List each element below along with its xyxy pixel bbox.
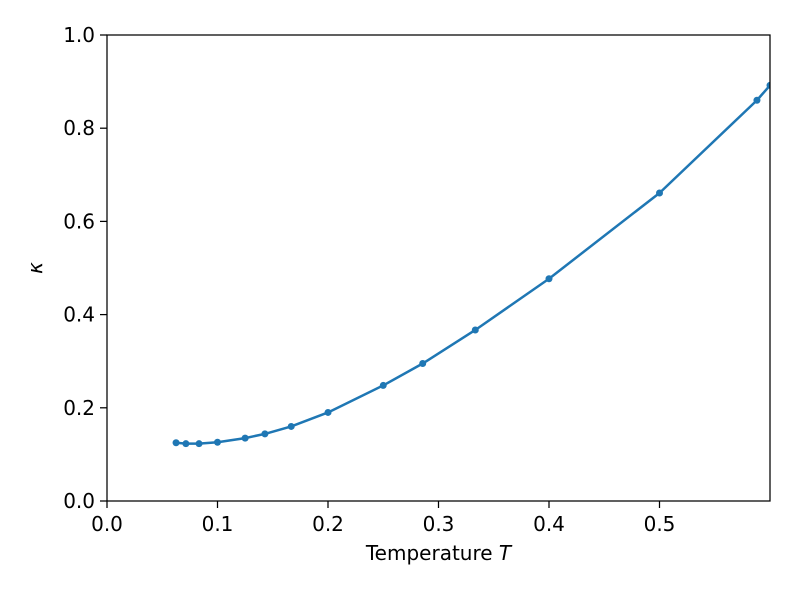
data-point [214, 438, 221, 446]
y-axis-title: κ [23, 262, 47, 274]
y-tick-label: 0.2 [63, 396, 95, 420]
data-point [766, 81, 770, 89]
data-point [182, 440, 190, 448]
data-point [195, 440, 203, 448]
y-tick-label: 1.0 [63, 23, 95, 47]
y-tick-label: 0.4 [63, 303, 95, 327]
plot-frame [106, 34, 771, 502]
data-point [545, 275, 553, 283]
x-axis-title-text: Temperature [365, 541, 499, 565]
y-tick-label: 0.0 [63, 489, 95, 513]
x-tick-label: 0.0 [91, 512, 123, 536]
data-point [419, 360, 427, 368]
y-tick-label: 0.6 [63, 209, 95, 233]
x-tick-label: 0.3 [423, 512, 455, 536]
data-point [241, 434, 249, 442]
data-point [287, 422, 295, 430]
x-tick-label: 0.2 [312, 512, 344, 536]
plot-layer [172, 81, 770, 448]
data-point [656, 189, 663, 197]
data-point [172, 439, 180, 447]
data-point [324, 408, 332, 416]
y-axis-ticks: 0.0 0.2 0.4 0.6 0.8 1.0 [63, 23, 107, 513]
series-line [175, 84, 770, 445]
data-point [753, 96, 761, 104]
x-axis-title: Temperature T [365, 541, 513, 565]
x-tick-label: 0.1 [202, 512, 234, 536]
data-point [471, 326, 479, 334]
x-axis-ticks: 0.0 0.1 0.2 0.3 0.4 0.5 [91, 501, 675, 536]
data-point [379, 381, 387, 389]
x-axis-title-symbol: T [499, 541, 513, 565]
x-tick-label: 0.5 [644, 512, 676, 536]
y-tick-label: 0.8 [63, 116, 95, 140]
x-tick-label: 0.4 [533, 512, 565, 536]
data-point [261, 430, 269, 438]
